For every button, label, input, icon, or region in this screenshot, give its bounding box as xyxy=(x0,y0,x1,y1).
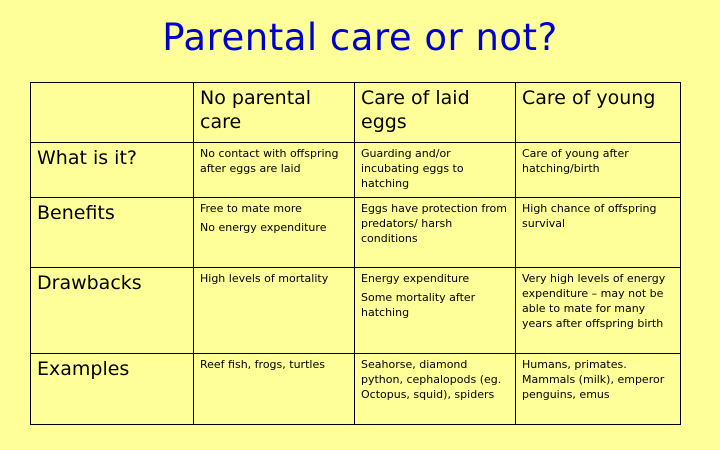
table-header-row: No parental care Care of laid eggs Care … xyxy=(30,82,681,143)
table-cell: Humans, primates. Mammals (milk), empero… xyxy=(515,353,681,425)
comparison-table: No parental care Care of laid eggs Care … xyxy=(30,82,681,425)
table-cell: Eggs have protection from predators/ har… xyxy=(354,197,516,268)
table-cell: High chance of offspring survival xyxy=(515,197,681,268)
table-row: Examples Reef fish, frogs, turtles Seaho… xyxy=(30,353,681,425)
cell-text: High chance of offspring survival xyxy=(522,202,657,230)
row-label-examples: Examples xyxy=(30,353,194,425)
table-cell: Energy expenditure Some mortality after … xyxy=(354,267,516,354)
cell-text: High levels of mortality xyxy=(200,272,329,285)
cell-text: Reef fish, frogs, turtles xyxy=(200,358,325,371)
table-row: Drawbacks High levels of mortality Energ… xyxy=(30,267,681,354)
cell-text: No energy expenditure xyxy=(200,221,327,234)
page-title: Parental care or not? xyxy=(162,16,558,59)
cell-text: Seahorse, diamond python, cephalopods (e… xyxy=(361,358,502,401)
table-cell: Seahorse, diamond python, cephalopods (e… xyxy=(354,353,516,425)
row-label-drawbacks: Drawbacks xyxy=(30,267,194,354)
table-cell: Free to mate more No energy expenditure xyxy=(193,197,355,268)
cell-text: Some mortality after hatching xyxy=(361,291,476,319)
cell-text: Care of young after hatching/birth xyxy=(522,147,629,175)
table-cell: Care of young after hatching/birth xyxy=(515,142,681,198)
row-label-what-is-it: What is it? xyxy=(30,142,194,198)
row-label-benefits: Benefits xyxy=(30,197,194,268)
header-care-of-young: Care of young xyxy=(515,82,681,143)
table-cell: High levels of mortality xyxy=(193,267,355,354)
table-cell: Guarding and/or incubating eggs to hatch… xyxy=(354,142,516,198)
cell-text: Humans, primates. Mammals (milk), empero… xyxy=(522,358,665,401)
table-cell: No contact with offspring after eggs are… xyxy=(193,142,355,198)
cell-text: Guarding and/or incubating eggs to hatch… xyxy=(361,147,464,190)
table-row: What is it? No contact with offspring af… xyxy=(30,142,681,198)
cell-text: Energy expenditure xyxy=(361,272,470,285)
header-no-parental-care: No parental care xyxy=(193,82,355,143)
table-cell: Reef fish, frogs, turtles xyxy=(193,353,355,425)
cell-text: Very high levels of energy expenditure –… xyxy=(522,272,666,330)
table-cell: Very high levels of energy expenditure –… xyxy=(515,267,681,354)
cell-text: No contact with offspring after eggs are… xyxy=(200,147,339,175)
header-cell-empty xyxy=(30,82,194,143)
table-row: Benefits Free to mate more No energy exp… xyxy=(30,197,681,268)
cell-text: Eggs have protection from predators/ har… xyxy=(361,202,507,245)
cell-text: Free to mate more xyxy=(200,202,302,215)
header-care-of-laid-eggs: Care of laid eggs xyxy=(354,82,516,143)
